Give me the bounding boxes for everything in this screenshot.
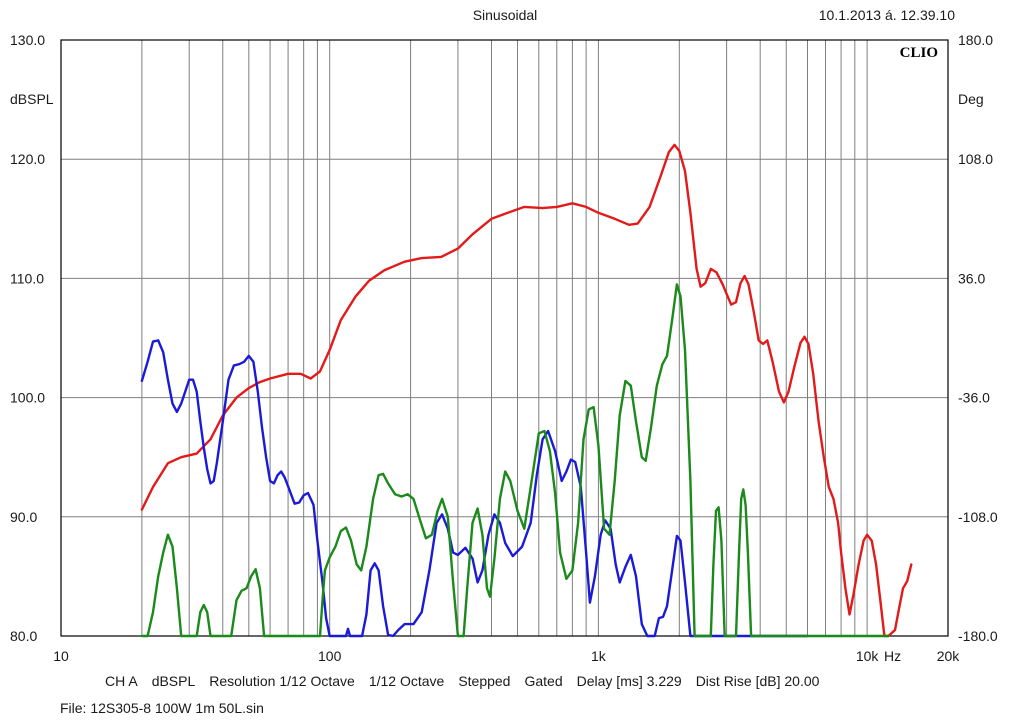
delay-label: Delay [ms] 3.229 [576,673,682,689]
x-tick-label: 10k [856,648,880,664]
y2-tick-label: -180.0 [958,628,998,644]
series-line-3 [140,283,890,638]
y2-axis-unit-label: Deg [958,91,984,107]
x-tick-label: 100 [318,648,342,664]
y2-tick-label: 36.0 [958,270,985,286]
y2-tick-label: 108.0 [958,151,993,167]
y-tick-label: 80.0 [10,628,37,644]
y2-tick-label: 180.0 [958,32,993,48]
x-tick-label: 10 [53,648,69,664]
y-tick-label: 130.0 [10,32,45,48]
gating-label: Gated [524,673,563,689]
unit-label: dBSPL [151,673,196,689]
chart-title: Sinusoidal [473,7,538,23]
y-tick-label: 120.0 [10,151,45,167]
mode-label: Stepped [458,673,511,689]
y2-tick-label: -36.0 [958,390,990,406]
x-tick-label: 1k [591,648,607,664]
x-axis-unit-label: Hz [884,648,901,664]
series-line-2 [140,339,809,638]
timestamp: 10.1.2013 á. 12.39.10 [819,7,955,23]
smoothing-label: 1/12 Octave [368,673,445,689]
plot-frame [60,39,949,637]
y-tick-label: 100.0 [10,390,45,406]
brand-logo: CLIO [900,45,938,61]
measurement-settings: CH A dBSPL Resolution 1/12 Octave 1/12 Octa… [105,673,833,689]
axis-labels: 80.0 90.0 100.0 110.0 120.0 130.0 -180.0 -108.0… [10,32,998,664]
dist-rise-label: Dist Rise [dB] 20.00 [695,673,820,689]
resolution-label: Resolution 1/12 Octave [209,673,355,689]
y-tick-label: 110.0 [10,270,44,286]
channel-label: CH A [105,673,138,689]
y-axis-unit-label: dBSPL [10,91,54,107]
y-tick-label: 90.0 [10,509,37,525]
x-tick-label: 20k [937,648,961,664]
series-line-1 [140,143,913,638]
plot-grid [61,40,949,636]
plot-series [140,143,913,638]
y2-tick-label: -108.0 [958,509,998,525]
file-name-label: File: 12S305-8 100W 1m 50L.sin [60,700,264,716]
frequency-response-chart: 80.0 90.0 100.0 110.0 120.0 130.0 -180.0 -108.0… [10,7,998,664]
